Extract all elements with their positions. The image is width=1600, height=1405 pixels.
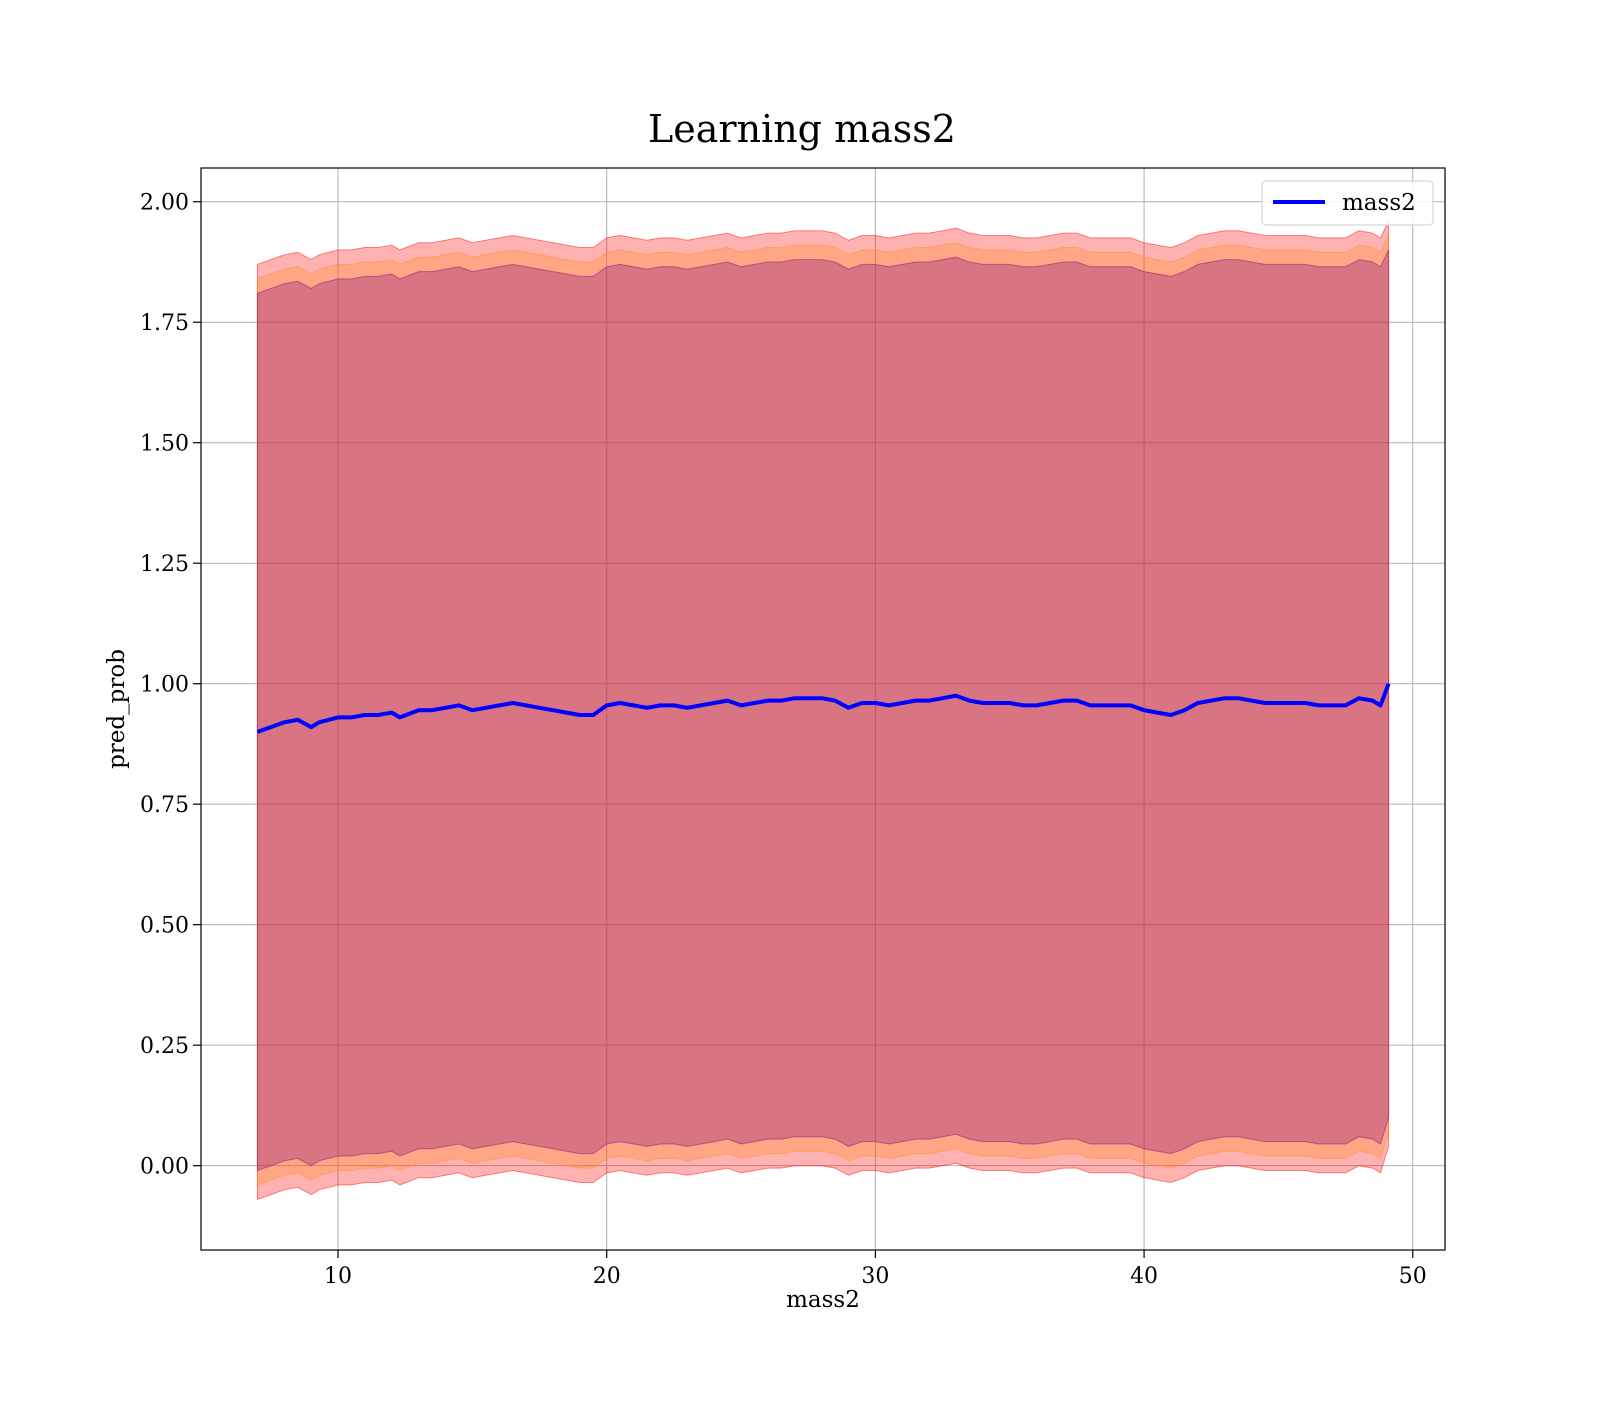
x-tick-label: 40 — [1130, 1264, 1158, 1289]
legend: mass2 — [1261, 180, 1434, 226]
y-tick-label: 0.75 — [140, 793, 189, 818]
confidence-bands — [256, 220, 1390, 1201]
x-axis-label: mass2 — [786, 1287, 860, 1313]
legend-box — [1261, 180, 1434, 226]
y-axis-ticks: 0.00 0.25 0.50 0.75 1.00 1.25 1.50 1.75 2.00 — [140, 191, 201, 1180]
confidence-band-1 — [256, 220, 1390, 1201]
y-tick-label: 1.00 — [140, 673, 189, 698]
confidence-band-2 — [256, 235, 1390, 1186]
legend-label: mass2 — [1342, 190, 1416, 216]
y-tick-label: 2.00 — [140, 191, 189, 216]
x-tick-label: 30 — [861, 1264, 889, 1289]
y-axis-label: pred_prob — [104, 649, 130, 769]
x-tick-label: 20 — [593, 1264, 621, 1289]
x-tick-label: 50 — [1399, 1264, 1427, 1289]
confidence-band-3 — [256, 249, 1390, 1172]
y-tick-label: 0.25 — [140, 1034, 189, 1059]
y-tick-label: 0.50 — [140, 914, 189, 939]
y-tick-label: 1.25 — [140, 552, 189, 577]
y-tick-label: 0.00 — [140, 1155, 189, 1180]
chart-title: Learning mass2 — [648, 107, 956, 151]
grid — [201, 168, 1445, 1250]
x-axis-ticks: 10 20 30 40 50 — [324, 1250, 1427, 1289]
y-tick-label: 1.50 — [140, 432, 189, 457]
y-tick-label: 1.75 — [140, 311, 189, 336]
series-lines — [256, 683, 1391, 734]
series-line-1 — [256, 683, 1391, 734]
plot-frame — [200, 167, 1446, 1251]
x-tick-label: 10 — [324, 1264, 352, 1289]
